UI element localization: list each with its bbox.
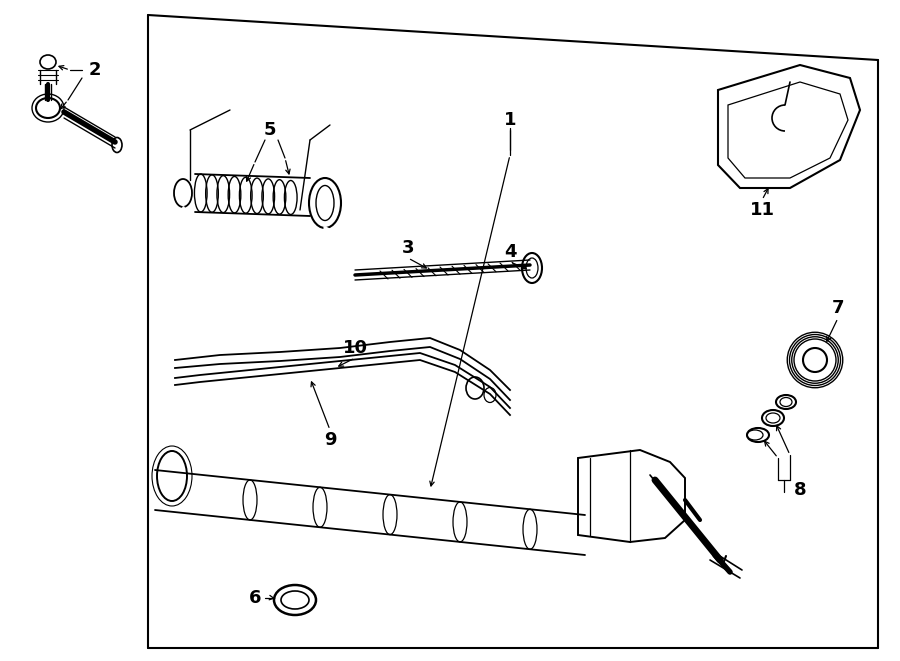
Text: 6: 6 — [248, 589, 261, 607]
Text: 11: 11 — [750, 201, 775, 219]
Text: 5: 5 — [264, 121, 276, 139]
Text: 9: 9 — [324, 431, 337, 449]
Text: 7: 7 — [832, 299, 844, 317]
Text: 2: 2 — [89, 61, 101, 79]
Text: 1: 1 — [504, 111, 517, 129]
Text: 8: 8 — [794, 481, 806, 499]
Text: 4: 4 — [504, 243, 517, 261]
Text: 10: 10 — [343, 339, 367, 357]
Text: 3: 3 — [401, 239, 414, 257]
